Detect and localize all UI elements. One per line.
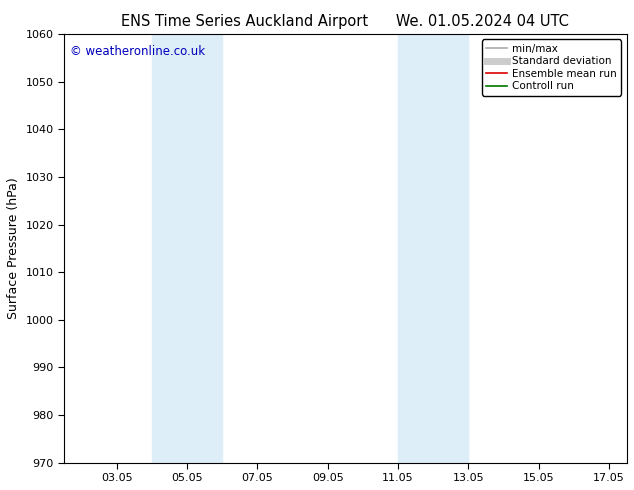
Title: ENS Time Series Auckland Airport      We. 01.05.2024 04 UTC: ENS Time Series Auckland Airport We. 01.… [121, 14, 569, 29]
Bar [152, 34, 223, 463]
Text: © weatheronline.co.uk: © weatheronline.co.uk [70, 45, 205, 58]
Y-axis label: Surface Pressure (hPa): Surface Pressure (hPa) [7, 177, 20, 319]
Bar [398, 34, 469, 463]
Legend: min/max, Standard deviation, Ensemble mean run, Controll run: min/max, Standard deviation, Ensemble me… [482, 39, 621, 96]
